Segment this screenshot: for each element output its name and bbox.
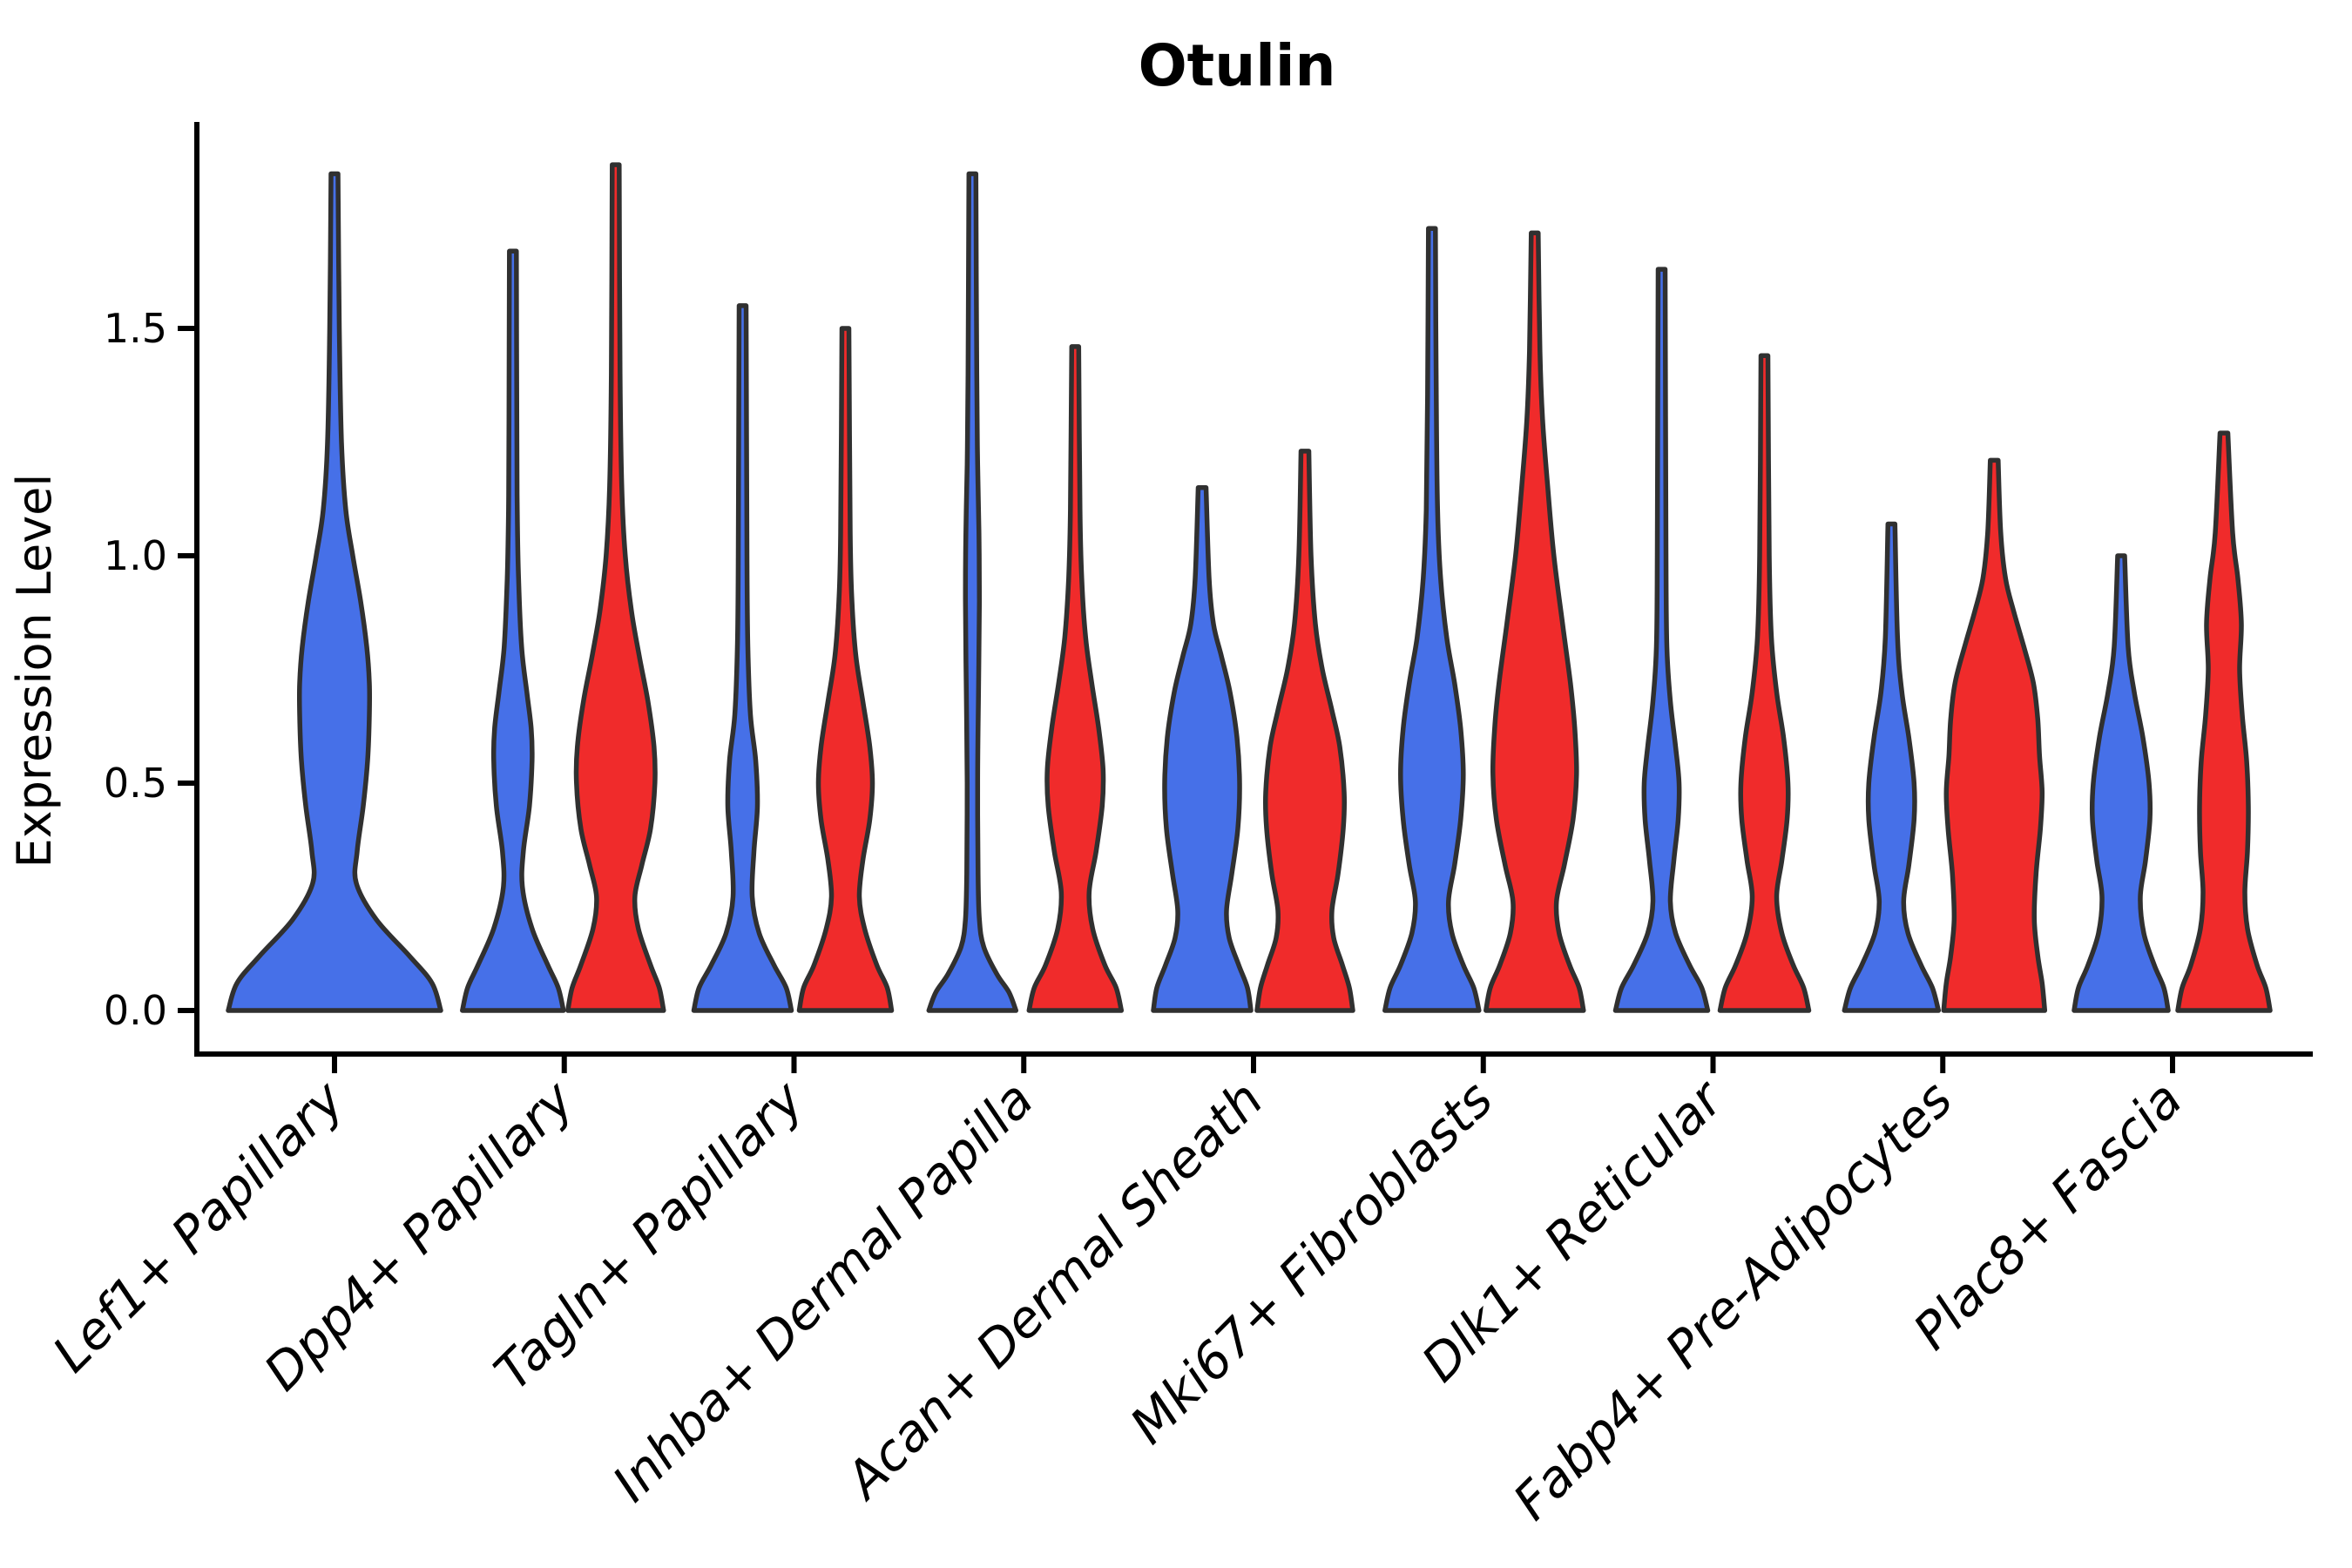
x-tick-label-inhba-dermal-papilla: Inhba+ Dermal Papilla [601,1070,1044,1513]
violin-acan-dermal-sheath-red [1254,449,1355,1013]
violin-tagln-papillary-blue [691,303,794,1013]
violin-inhba-dermal-papilla-blue [926,171,1019,1013]
violin-dpp4-papillary-red [565,162,666,1013]
x-tick-label-fabp4-pre-adipocytes: Fabp4+ Pre-Adipocytes [1502,1070,1963,1531]
violin-dlk1-reticular-blue [1612,267,1711,1013]
violin-fabp4-pre-adipocytes-red [1941,457,2048,1013]
violin-lef1-papillary-blue [226,171,443,1013]
y-tick-label: 1.5 [104,305,167,352]
y-tick-label: 0.5 [104,760,167,807]
y-tick-label: 1.0 [104,532,167,579]
x-tick-label-acan-dermal-sheath: Acan+ Dermal Sheath [832,1070,1274,1512]
violin-plac8-fascia-blue [2072,553,2171,1013]
violin-tagln-papillary-red [796,326,895,1013]
y-tick-label: 0.0 [104,987,167,1034]
violin-plac8-fascia-red [2175,430,2273,1013]
y-axis: 0.0 0.5 1.0 1.5 [104,122,199,1057]
violin-fabp4-pre-adipocytes-blue [1842,521,1942,1013]
violin-mki67-fibroblasts-red [1484,230,1586,1013]
chart-title: Otulin [1139,32,1336,99]
violin-mki67-fibroblasts-blue [1382,226,1482,1013]
y-axis-label: Expression Level [7,474,62,868]
violin-dpp4-papillary-blue [460,248,566,1013]
violins-layer [226,162,2273,1013]
violin-inhba-dermal-papilla-red [1026,344,1125,1013]
violin-acan-dermal-sheath-blue [1151,484,1254,1013]
violin-dlk1-reticular-red [1717,353,1812,1013]
